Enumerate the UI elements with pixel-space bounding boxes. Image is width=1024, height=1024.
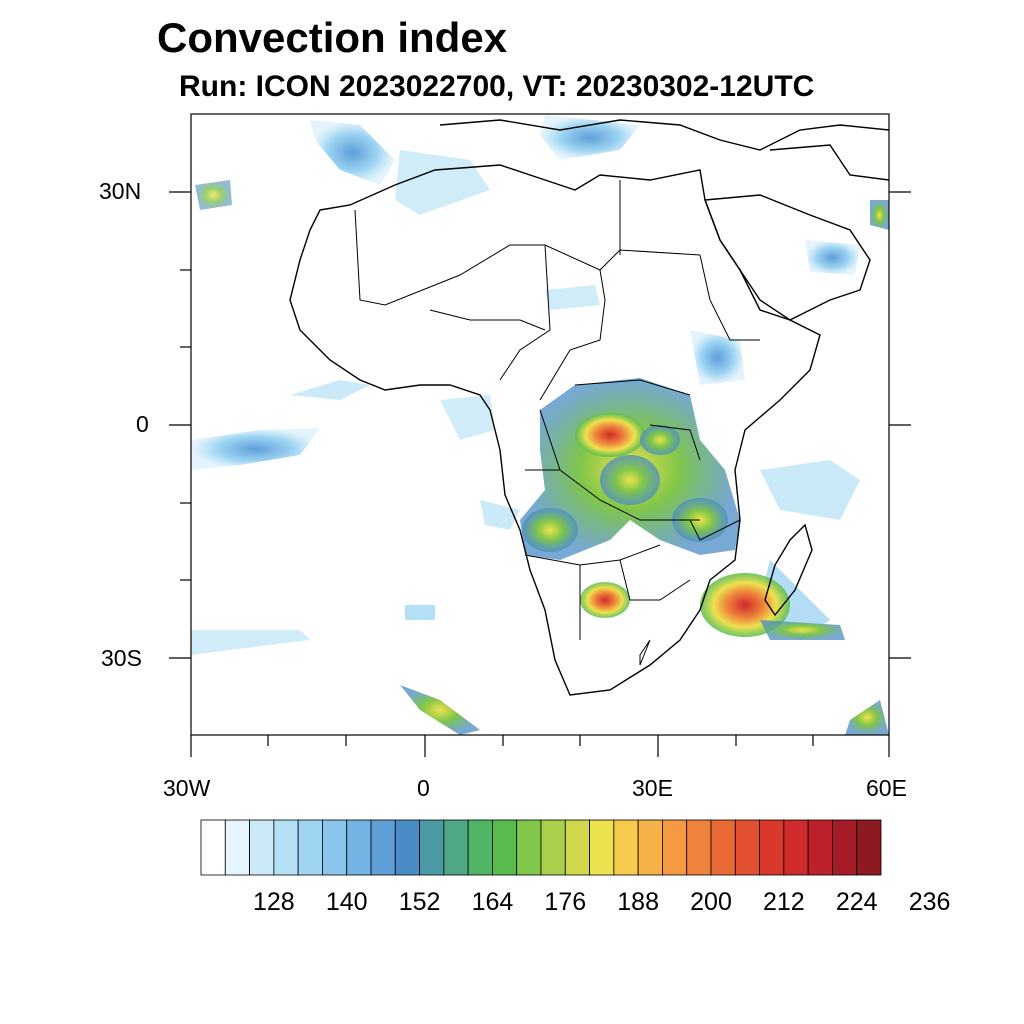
colorbar-swatch <box>249 819 275 876</box>
colorbar-swatch <box>734 819 760 876</box>
colorbar-swatch <box>297 819 323 876</box>
colorbar-swatch <box>564 819 590 876</box>
colorbar-swatch <box>589 819 615 876</box>
colorbar-swatch <box>346 819 372 876</box>
colorbar-swatch <box>322 819 348 876</box>
lat-tick-label: 0 <box>136 411 149 437</box>
colorbar <box>200 819 882 876</box>
map-subtitle: Run: ICON 2023022700, VT: 20230302-12UTC <box>179 70 815 103</box>
colorbar-swatch <box>783 819 809 876</box>
colorbar-swatch <box>394 819 420 876</box>
lon-tick-label: 0 <box>417 775 430 801</box>
colorbar-swatch <box>832 819 858 876</box>
map-title: Convection index <box>157 14 508 61</box>
colorbar-label: 128 <box>252 888 295 916</box>
colorbar-swatch <box>224 819 250 876</box>
colorbar-swatch <box>370 819 396 876</box>
colorbar-label: 176 <box>544 888 587 916</box>
colorbar-swatch <box>662 819 688 876</box>
lat-tick-label: 30S <box>101 645 142 671</box>
axis-ticks <box>169 191 911 757</box>
colorbar-swatch <box>273 819 299 876</box>
lon-tick-label: 30E <box>632 775 673 801</box>
colorbar-label: 200 <box>690 888 732 916</box>
colorbar-swatch <box>443 819 469 876</box>
colorbar-label: 140 <box>325 888 368 916</box>
colorbar-label: 188 <box>617 888 659 916</box>
colorbar-label: 236 <box>908 888 951 916</box>
convection-field <box>191 115 889 735</box>
colorbar-swatch <box>686 819 712 876</box>
country-borders <box>354 180 760 666</box>
colorbar-label: 212 <box>762 888 805 916</box>
coastlines <box>289 119 889 696</box>
colorbar-label: 164 <box>471 888 514 916</box>
colorbar-label: 152 <box>398 888 441 916</box>
colorbar-swatch <box>467 819 493 876</box>
colorbar-swatch <box>637 819 663 876</box>
colorbar-swatch <box>710 819 736 876</box>
colorbar-swatch <box>807 819 833 876</box>
colorbar-swatch <box>516 819 542 876</box>
colorbar-swatch <box>540 819 566 876</box>
colorbar-swatch <box>492 819 518 876</box>
colorbar-swatch <box>856 819 882 876</box>
colorbar-swatch <box>613 819 639 876</box>
colorbar-label: 224 <box>835 888 878 916</box>
lon-tick-label: 30W <box>163 775 211 801</box>
colorbar-swatch <box>419 819 445 876</box>
lat-tick-label: 30N <box>99 178 142 204</box>
lon-tick-label: 60E <box>866 775 907 801</box>
colorbar-swatch <box>759 819 785 876</box>
colorbar-swatch <box>200 819 226 876</box>
